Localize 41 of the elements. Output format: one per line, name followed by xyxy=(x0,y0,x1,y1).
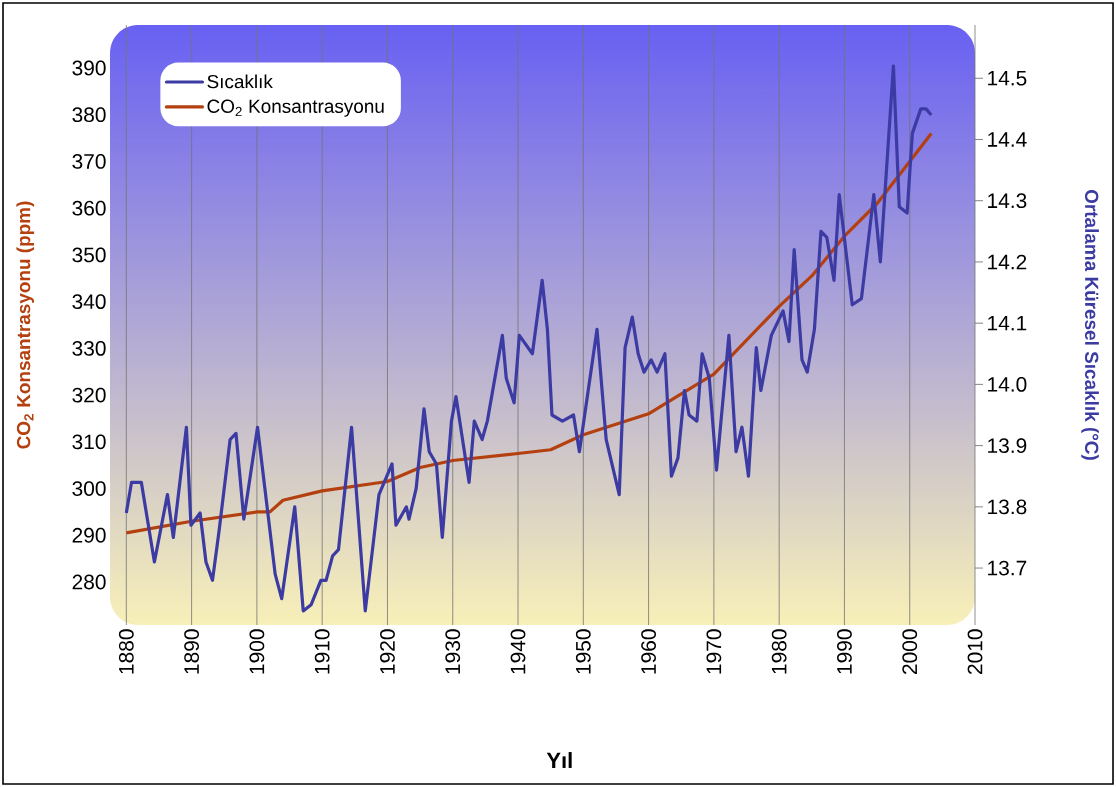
y2-axis-title: Ortalama Küresel Sıcaklık (°C) xyxy=(1081,189,1099,460)
x-tick-label: 1880 xyxy=(118,629,134,674)
line-series xyxy=(124,64,933,613)
x-tick-label: 1950 xyxy=(575,629,591,674)
y-tick-label: 360 xyxy=(72,200,106,216)
x-tick-label: 2000 xyxy=(902,629,918,675)
y-tick-label: 350 xyxy=(72,247,106,263)
y-axis-title: CO$_{2}$ Konsantrasyonu (ppm) xyxy=(16,201,35,449)
legend-label: Sıcaklık xyxy=(207,74,273,89)
x-tick-label: 1980 xyxy=(771,629,787,674)
y-tick-label: 280 xyxy=(72,574,106,590)
y-tick-label: 370 xyxy=(72,154,106,169)
x-tick-label: 1940 xyxy=(510,629,526,674)
y2-tick-label: 14.3 xyxy=(988,193,1027,209)
x-tick-label: 1920 xyxy=(380,629,395,674)
y-tick-label: 320 xyxy=(72,387,106,403)
y2-tick-label: 14.0 xyxy=(988,376,1027,392)
y-tick-label: 290 xyxy=(72,527,106,543)
x-tick-label: 1970 xyxy=(706,629,722,674)
x-tick-label: 1930 xyxy=(445,629,461,674)
y2-tick-label: 14.2 xyxy=(988,254,1027,270)
y-tick-label: 340 xyxy=(72,294,106,310)
legend-label: CO$_{2}$ Konsantrasyonu xyxy=(207,99,384,117)
x-tick-label: 2010 xyxy=(967,629,983,675)
x-tick-label: 1960 xyxy=(641,629,656,674)
y-tick-label: 390 xyxy=(72,60,106,76)
x-tick-label: 1900 xyxy=(249,629,265,674)
x-tick-label: 1890 xyxy=(184,629,200,674)
x-tick-label: 1990 xyxy=(837,629,852,674)
y2-tick-label: 14.4 xyxy=(988,132,1027,147)
y2-tick-label: 13.7 xyxy=(988,560,1027,576)
x-axis-title: Yıl xyxy=(546,752,572,768)
y-tick-label: 380 xyxy=(72,107,106,123)
y-tick-label: 300 xyxy=(72,481,106,496)
y-tick-label: 330 xyxy=(72,340,106,356)
y2-tick-label: 14.5 xyxy=(988,70,1027,86)
y-tick-label: 310 xyxy=(72,434,106,450)
x-tick-label: 1910 xyxy=(314,629,330,674)
y2-tick-label: 13.9 xyxy=(988,438,1027,454)
y2-tick-label: 14.1 xyxy=(988,315,1027,331)
y2-tick-label: 13.8 xyxy=(988,499,1027,515)
